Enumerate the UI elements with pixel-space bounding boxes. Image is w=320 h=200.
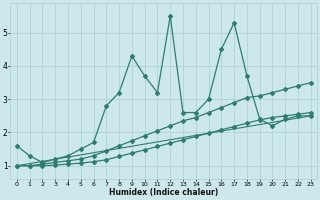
X-axis label: Humidex (Indice chaleur): Humidex (Indice chaleur)	[109, 188, 219, 197]
